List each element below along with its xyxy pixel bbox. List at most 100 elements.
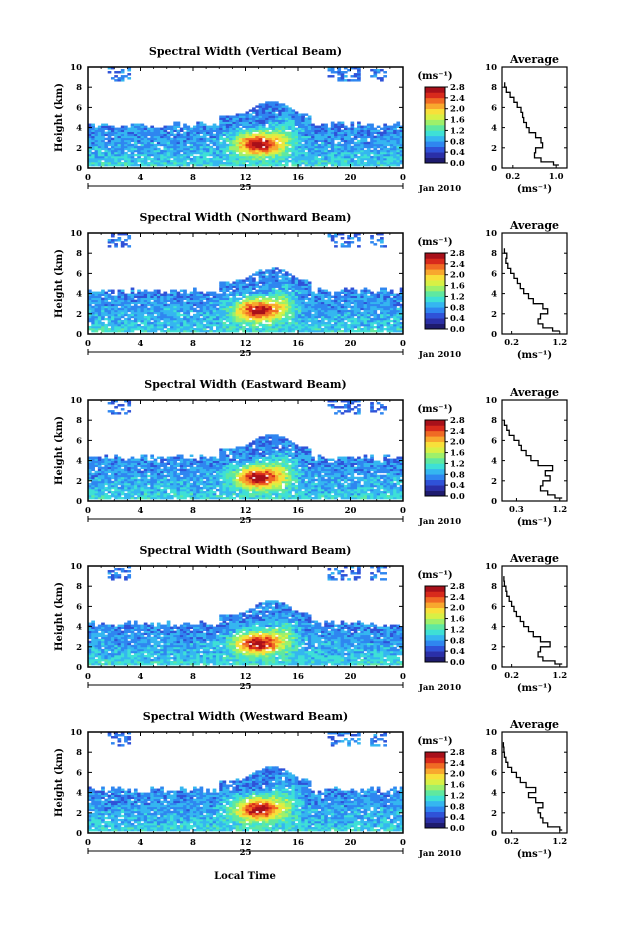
heatmap-cell bbox=[156, 321, 161, 325]
heatmap-cell bbox=[215, 125, 220, 128]
heatmap-cell bbox=[383, 245, 387, 248]
heatmap-cell bbox=[94, 131, 99, 135]
heatmap-cell bbox=[196, 313, 200, 317]
heatmap-cell bbox=[363, 321, 368, 325]
heatmap-cell bbox=[343, 135, 348, 139]
heatmap-cell bbox=[137, 145, 141, 149]
heatmap-cell bbox=[189, 161, 194, 165]
heatmap-cell bbox=[301, 121, 305, 124]
heatmap-cell bbox=[232, 157, 237, 161]
heatmap-cell bbox=[383, 145, 387, 149]
heatmap-cell bbox=[265, 279, 269, 282]
heatmap-cell bbox=[107, 496, 112, 500]
heatmap-cell bbox=[353, 295, 358, 299]
heatmap-cell bbox=[91, 311, 95, 315]
heatmap-cell bbox=[360, 133, 365, 137]
heatmap-cell bbox=[143, 329, 148, 333]
heatmap-cell bbox=[150, 309, 155, 313]
heatmap-cell bbox=[363, 139, 368, 143]
heatmap-cell bbox=[179, 309, 184, 313]
heatmap-cell bbox=[265, 117, 269, 120]
heatmap-cell bbox=[334, 129, 338, 133]
heatmap-cell bbox=[124, 161, 128, 165]
heatmap-cell bbox=[314, 295, 319, 299]
heatmap-cell bbox=[314, 323, 319, 327]
heatmap-cell bbox=[202, 305, 207, 309]
heatmap-cell bbox=[150, 159, 155, 163]
heatmap-cell bbox=[212, 155, 217, 159]
heatmap-cell bbox=[176, 121, 181, 124]
heatmap-cell bbox=[127, 131, 132, 135]
heatmap-cell bbox=[389, 289, 394, 292]
heatmap-cell bbox=[94, 293, 99, 297]
heatmap-cell bbox=[143, 137, 148, 141]
heatmap-cell bbox=[140, 127, 145, 131]
heatmap-cell bbox=[238, 135, 243, 139]
heatmap-cell bbox=[156, 135, 161, 139]
heatmap-cell bbox=[399, 329, 404, 333]
heatmap-cell bbox=[120, 319, 125, 323]
heatmap-cell bbox=[291, 287, 296, 290]
heatmap-cell bbox=[330, 301, 335, 305]
heatmap-cell bbox=[215, 159, 220, 163]
heatmap-cell bbox=[199, 319, 204, 323]
heatmap-cell bbox=[110, 323, 115, 327]
heatmap-cell bbox=[294, 277, 299, 280]
heatmap-cell bbox=[393, 161, 397, 165]
heatmap-cell bbox=[252, 155, 256, 159]
heatmap-cell bbox=[110, 468, 115, 472]
heatmap-cell bbox=[196, 149, 200, 153]
heatmap-cell bbox=[334, 325, 338, 329]
heatmap-cell bbox=[206, 309, 210, 313]
heatmap-cell bbox=[215, 141, 220, 145]
heatmap-cell bbox=[320, 139, 325, 143]
heatmap-cell bbox=[235, 319, 240, 323]
heatmap-cell bbox=[350, 307, 355, 311]
heatmap-cell bbox=[380, 241, 384, 244]
heatmap-cell bbox=[350, 237, 355, 240]
heatmap-cell bbox=[252, 291, 256, 294]
heatmap-cell bbox=[281, 129, 286, 133]
heatmap-cell bbox=[373, 309, 378, 313]
heatmap-cell bbox=[206, 311, 210, 315]
heatmap-cell bbox=[350, 313, 355, 317]
heatmap-cell bbox=[202, 131, 207, 135]
heatmap-cell bbox=[376, 131, 381, 135]
heatmap-cell bbox=[386, 303, 391, 307]
heatmap-cell bbox=[301, 129, 305, 133]
heatmap-cell bbox=[340, 73, 345, 76]
heatmap-cell bbox=[176, 299, 181, 303]
heatmap-cell bbox=[366, 321, 371, 325]
heatmap-cell bbox=[304, 305, 309, 309]
heatmap-cell bbox=[196, 299, 200, 303]
heatmap-cell bbox=[137, 464, 141, 468]
heatmap-cell bbox=[166, 311, 171, 315]
heatmap-cell bbox=[248, 123, 253, 126]
heatmap-cell bbox=[229, 149, 233, 153]
heatmap-cell bbox=[238, 117, 243, 120]
heatmap-cell bbox=[320, 161, 325, 165]
heatmap-cell bbox=[186, 163, 191, 167]
heatmap-cell bbox=[215, 293, 220, 297]
heatmap-cell bbox=[383, 301, 387, 305]
heatmap-cell bbox=[340, 245, 345, 248]
heatmap-cell bbox=[248, 133, 253, 137]
heatmap-cell bbox=[271, 133, 276, 137]
heatmap-cell bbox=[176, 319, 181, 323]
heatmap-cell bbox=[311, 139, 315, 143]
heatmap-cell bbox=[170, 301, 174, 305]
heatmap-cell bbox=[294, 131, 299, 135]
heatmap-cell bbox=[245, 117, 250, 120]
heatmap-cell bbox=[343, 295, 348, 299]
heatmap-cell bbox=[163, 297, 168, 301]
heatmap-cell bbox=[360, 141, 365, 145]
heatmap-cell bbox=[163, 305, 168, 309]
heatmap-cell bbox=[311, 291, 315, 294]
heatmap-cell bbox=[91, 305, 95, 309]
heatmap-cell bbox=[383, 75, 387, 78]
heatmap-cell bbox=[117, 137, 122, 141]
heatmap-cell bbox=[183, 125, 187, 128]
heatmap-cell bbox=[389, 299, 394, 303]
heatmap-cell bbox=[163, 301, 168, 305]
heatmap-cell bbox=[104, 462, 109, 466]
